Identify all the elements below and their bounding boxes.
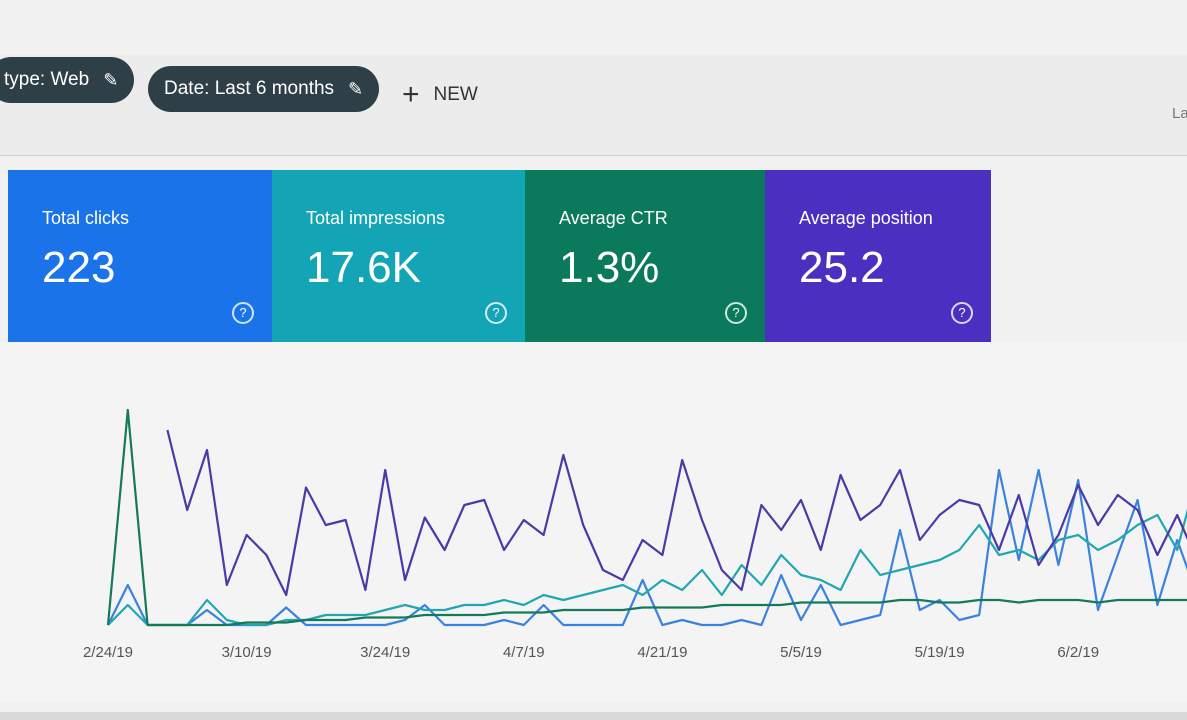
- metric-card-impressions[interactable]: Total impressions 17.6K ?: [272, 170, 525, 342]
- x-tick-label: 4/7/19: [503, 644, 545, 661]
- series-line-1: [107, 508, 1187, 627]
- x-tick-label: 5/19/19: [915, 644, 965, 661]
- filter-chip-type[interactable]: type: Web ✎: [0, 57, 135, 103]
- metric-label: Total clicks: [42, 208, 130, 228]
- metric-value: 25.2: [799, 243, 885, 292]
- series-line-0: [107, 468, 1187, 627]
- performance-chart: 2/24/19 3/10/19 3/24/19 4/7/19 4/21/19 5/5/19…: [0, 342, 1187, 702]
- help-icon[interactable]: ?: [951, 302, 973, 324]
- x-tick-label: 3/24/19: [360, 644, 410, 661]
- chart-svg: 2/24/19 3/10/19 3/24/19 4/7/19 4/21/19 5/5/19…: [83, 408, 1187, 661]
- help-icon[interactable]: ?: [725, 302, 747, 324]
- x-tick-label: 6/2/19: [1057, 644, 1099, 661]
- plus-icon: +: [402, 78, 420, 111]
- filter-label: Date: Last 6 months: [164, 78, 335, 99]
- x-tick-label: 5/5/19: [780, 644, 822, 661]
- x-tick-label: 3/10/19: [222, 644, 272, 661]
- help-icon[interactable]: ?: [232, 302, 254, 324]
- metric-label: Average CTR: [559, 208, 668, 228]
- metric-cards: Total clicks 223 ? Total impressions 17.…: [8, 170, 991, 342]
- new-filter-button[interactable]: + NEW: [402, 78, 478, 112]
- x-tick-label: 2/24/19: [83, 644, 133, 661]
- metric-value: 1.3%: [559, 243, 660, 292]
- x-tick-label: 4/21/19: [637, 644, 687, 661]
- metric-value: 17.6K: [306, 243, 421, 292]
- help-icon[interactable]: ?: [485, 302, 507, 324]
- metric-card-position[interactable]: Average position 25.2 ?: [765, 170, 991, 342]
- last-updated-text: La: [1172, 105, 1187, 122]
- series-line-2: [106, 408, 1187, 627]
- metric-label: Average position: [799, 208, 933, 228]
- series-line-3: [166, 429, 1187, 597]
- metric-card-ctr[interactable]: Average CTR 1.3% ?: [525, 170, 765, 342]
- pencil-icon[interactable]: ✎: [103, 69, 119, 90]
- metric-value: 223: [42, 243, 116, 292]
- filter-chip-date[interactable]: Date: Last 6 months ✎: [148, 66, 380, 112]
- pencil-icon[interactable]: ✎: [348, 78, 364, 99]
- new-label: NEW: [433, 84, 478, 105]
- metric-label: Total impressions: [306, 208, 446, 228]
- filter-label: type: Web: [4, 69, 90, 90]
- metric-card-clicks[interactable]: Total clicks 223 ?: [8, 170, 272, 342]
